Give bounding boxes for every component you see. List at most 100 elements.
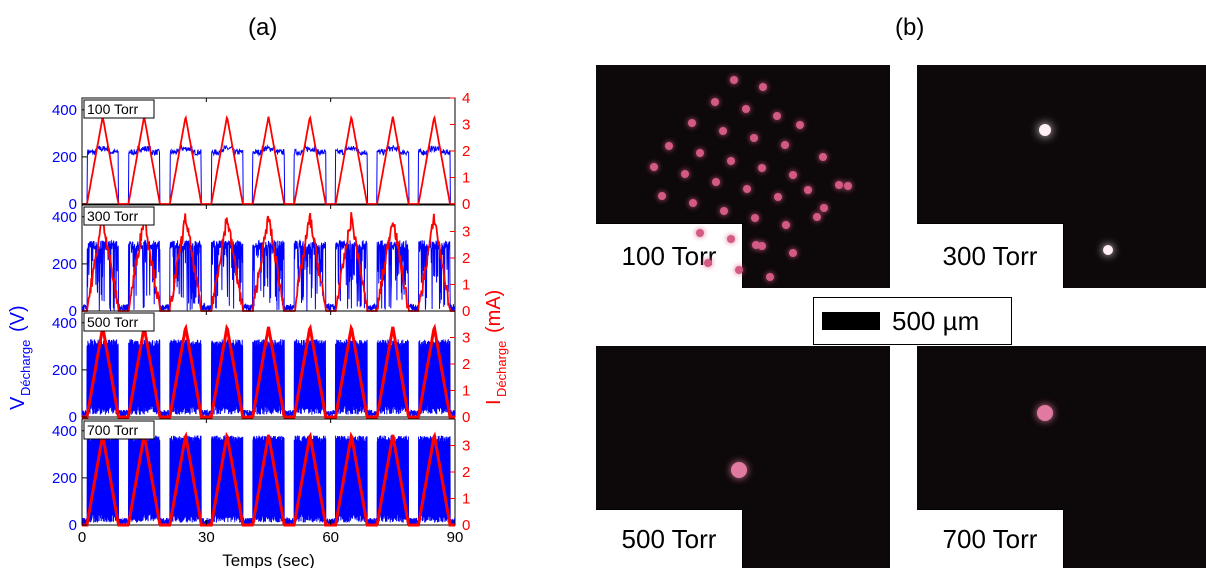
- v-tick-label: 200: [52, 149, 77, 166]
- left-y-label-part: Décharge: [18, 340, 33, 396]
- i-tick-label: 1: [462, 277, 470, 294]
- plasma-spot: [727, 157, 735, 165]
- i-tick-label: 2: [462, 464, 470, 481]
- v-tick-label: 0: [69, 196, 77, 213]
- voltage-series: [81, 339, 456, 419]
- panel-a-label: (a): [248, 14, 278, 41]
- plasma-spot: [844, 182, 852, 190]
- x-axis-label: Temps (sec): [222, 551, 315, 568]
- plasma-spot: [781, 141, 789, 149]
- pressure-label-box: [83, 206, 155, 226]
- pressure-label-box: [83, 420, 155, 440]
- i-tick-label: 3: [462, 438, 470, 455]
- v-tick-label: 400: [52, 423, 77, 440]
- current-series: [82, 114, 455, 205]
- x-tick-label: 90: [447, 529, 464, 546]
- pressure-label-box: [83, 312, 155, 332]
- plasma-spot: [789, 171, 797, 179]
- plasma-spot: [711, 98, 719, 106]
- i-tick-label: 2: [462, 250, 470, 267]
- plasma-spot: [730, 76, 738, 84]
- i-tick-label: 2: [462, 143, 470, 160]
- plasma-spot: [820, 204, 828, 212]
- plasma-spot: [696, 149, 704, 157]
- v-tick-label: 0: [69, 517, 77, 534]
- plasma-spot: [751, 214, 759, 222]
- pressure-label-box: [83, 99, 155, 119]
- i-tick-label: 3: [462, 224, 470, 241]
- plasma-spot: [774, 193, 782, 201]
- v-tick-label: 0: [69, 409, 77, 426]
- plasma-spot: [743, 185, 751, 193]
- scale-bar: 500 µm: [813, 297, 1012, 345]
- i-tick-label: 3: [462, 117, 470, 134]
- i-tick-label: 3: [462, 330, 470, 347]
- photo-caption: 300 Torr: [917, 223, 1064, 288]
- plasma-spot: [759, 83, 767, 91]
- pressure-label: 500 Torr: [87, 314, 138, 330]
- right-y-label-part: Décharge: [494, 341, 509, 397]
- plasma-spot: [720, 207, 728, 215]
- photo-700-torr: 700 Torr: [917, 346, 1206, 568]
- pressure-label: 700 Torr: [87, 422, 138, 438]
- plasma-spot: [750, 134, 758, 142]
- v-tick-label: 400: [52, 315, 77, 332]
- i-tick-label: 0: [462, 409, 470, 426]
- i-tick-label: 1: [462, 383, 470, 400]
- i-tick-label: 0: [462, 303, 470, 320]
- plasma-spot: [704, 259, 712, 267]
- panel-b-label: (b): [895, 14, 925, 41]
- plasma-spot: [752, 241, 760, 249]
- plasma-spot: [688, 119, 696, 127]
- photo-caption: 700 Torr: [917, 509, 1064, 568]
- left-y-label-part: (V): [7, 305, 29, 332]
- photo-caption: 100 Torr: [596, 223, 743, 288]
- photo-500-torr: 500 Torr: [596, 346, 890, 568]
- voltage-series: [81, 239, 456, 313]
- v-tick-label: 200: [52, 470, 77, 487]
- v-tick-label: 200: [52, 256, 77, 273]
- photo-300-torr: 300 Torr: [917, 65, 1206, 288]
- plasma-spot: [804, 186, 812, 194]
- plasma-spot: [658, 192, 666, 200]
- i-tick-label: 2: [462, 356, 470, 373]
- plasma-spot: [835, 181, 843, 189]
- i-tick-label: 0: [462, 517, 470, 534]
- v-tick-label: 400: [52, 102, 77, 119]
- plasma-spot: [819, 153, 827, 161]
- v-tick-label: 400: [52, 209, 77, 226]
- plasma-spot: [758, 164, 766, 172]
- plasma-spot: [696, 229, 704, 237]
- plasma-spot: [731, 462, 747, 478]
- plasma-spot: [813, 213, 821, 221]
- plasma-spot: [727, 235, 735, 243]
- i-tick-label: 1: [462, 491, 470, 508]
- scale-bar-line: [822, 312, 880, 330]
- x-tick-label: 30: [198, 529, 215, 546]
- i-tick-label: 1: [462, 170, 470, 187]
- scale-bar-label: 500 µm: [892, 305, 980, 336]
- plasma-spot: [650, 163, 658, 171]
- plasma-spot: [689, 199, 697, 207]
- plasma-spot: [796, 121, 804, 129]
- i-tick-label: 0: [462, 196, 470, 213]
- plasma-spot: [742, 105, 750, 113]
- plasma-spot: [712, 178, 720, 186]
- right-y-label-part: I: [483, 399, 505, 405]
- plasma-spot: [681, 170, 689, 178]
- i-tick-label: 4: [462, 90, 470, 107]
- photo-caption: 500 Torr: [596, 509, 743, 568]
- plasma-spot: [789, 249, 797, 257]
- v-tick-label: 200: [52, 362, 77, 379]
- plasma-spot: [758, 242, 766, 250]
- plasma-spot: [1103, 245, 1113, 255]
- plasma-spot: [735, 266, 743, 274]
- v-tick-label: 0: [69, 303, 77, 320]
- plasma-spot: [1039, 124, 1051, 136]
- plasma-spot: [773, 112, 781, 120]
- voltage-series: [81, 435, 456, 527]
- x-tick-label: 60: [322, 529, 339, 546]
- pressure-label: 100 Torr: [87, 101, 138, 117]
- plasma-spot: [782, 221, 790, 229]
